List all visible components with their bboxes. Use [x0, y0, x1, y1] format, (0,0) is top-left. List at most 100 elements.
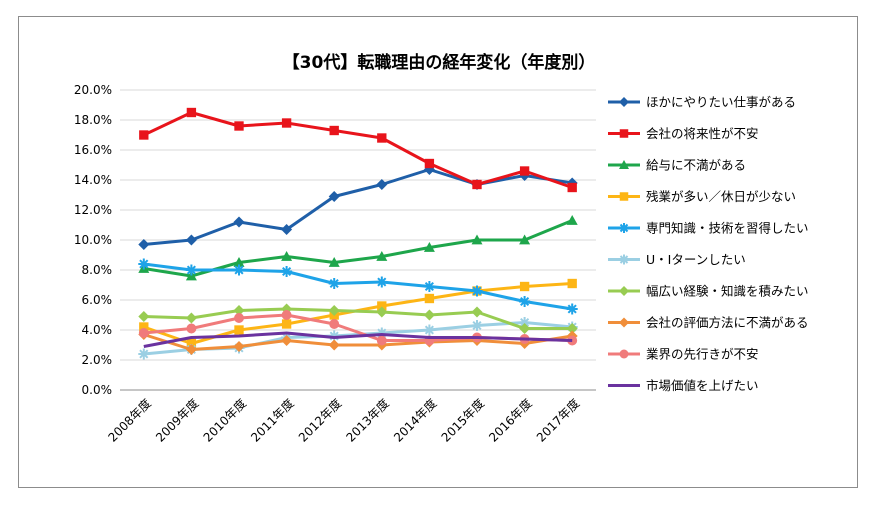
data-point	[234, 325, 244, 335]
data-point	[566, 303, 578, 315]
data-point	[619, 129, 629, 138]
data-point	[471, 234, 483, 245]
legend-item: 業界の先行きが不安	[608, 347, 759, 362]
legend-item: 会社の評価方法に不満がある	[608, 315, 809, 330]
legend-item: 会社の将来性が不安	[608, 126, 759, 141]
data-point	[328, 257, 340, 267]
data-point	[376, 251, 388, 261]
y-tick-label: 12.0%	[74, 203, 112, 217]
data-point	[138, 348, 150, 360]
y-tick-label: 14.0%	[74, 173, 112, 187]
data-point	[424, 158, 435, 169]
data-point	[471, 320, 483, 331]
data-point	[281, 266, 293, 277]
data-point	[423, 309, 435, 321]
data-point	[471, 306, 483, 318]
legend-item: ほかにやりたい仕事がある	[608, 95, 796, 110]
x-tick-label: 2008年度	[105, 396, 154, 445]
y-tick-label: 16.0%	[74, 143, 112, 157]
data-point	[281, 335, 293, 346]
series-line	[143, 262, 573, 311]
data-point	[377, 133, 387, 143]
data-point	[328, 339, 340, 351]
x-tick-label: 2015年度	[438, 396, 487, 445]
series-line	[143, 219, 573, 278]
data-point	[619, 97, 629, 107]
y-tick-label: 10.0%	[74, 233, 112, 247]
x-axis-ticks: 2008年度 2009年度 2010年度 2011年度 2012年度 2013年度 2014…	[105, 396, 583, 445]
data-point	[619, 160, 629, 169]
data-point	[423, 281, 435, 292]
x-tick-label: 2011年度	[248, 396, 297, 445]
data-point	[233, 264, 245, 276]
legend-item: 専門知識・技術を習得したい	[608, 221, 809, 236]
series-line	[143, 307, 573, 330]
y-tick-label: 6.0%	[82, 293, 113, 307]
legend-label: 市場価値を上げたい	[646, 378, 759, 393]
y-axis-ticks: 0.0% 2.0% 4.0% 6.0% 8.0% 10.0% 12.0% 14.0% 16.0%…	[74, 83, 112, 397]
data-point	[233, 216, 245, 228]
legend-label: 会社の将来性が不安	[646, 126, 759, 141]
data-point	[281, 251, 293, 261]
series-line	[143, 111, 573, 189]
data-point	[281, 118, 292, 128]
data-point	[472, 179, 482, 190]
data-point	[329, 125, 339, 136]
data-point	[567, 278, 577, 289]
legend-item: 市場価値を上げたい	[608, 378, 759, 393]
chart-title: 【30代】転職理由の経年変化（年度別）	[283, 52, 596, 73]
data-point	[186, 323, 197, 334]
x-tick-label: 2009年度	[152, 396, 201, 445]
data-point	[377, 301, 387, 311]
data-point	[185, 344, 197, 355]
x-tick-label: 2014年度	[390, 396, 439, 445]
data-point	[185, 312, 197, 324]
series-2	[139, 107, 577, 193]
legend: ほかにやりたい仕事がある会社の将来性が不安給与に不満がある残業が多い／休日が少な…	[608, 95, 809, 393]
data-point	[185, 264, 197, 276]
chart-frame	[18, 16, 858, 488]
data-point	[329, 319, 340, 329]
data-point	[619, 223, 629, 233]
legend-item: 残業が多い／休日が少ない	[608, 189, 796, 204]
data-point	[328, 305, 340, 316]
data-point	[376, 276, 388, 288]
data-point	[185, 234, 197, 246]
data-point	[281, 224, 293, 235]
x-tick-label: 2012年度	[295, 396, 344, 445]
series-line	[143, 331, 573, 348]
data-point	[424, 293, 435, 304]
data-point	[328, 191, 340, 202]
data-point	[566, 215, 578, 225]
legend-item: 給与に不満がある	[608, 158, 746, 173]
data-point	[423, 324, 435, 336]
series-group	[138, 107, 578, 360]
data-point	[233, 341, 245, 352]
data-point	[139, 130, 149, 140]
data-point	[281, 319, 292, 329]
legend-label: 業界の先行きが不安	[646, 347, 759, 362]
x-tick-label: 2017年度	[533, 396, 582, 445]
legend-label: 専門知識・技術を習得したい	[646, 221, 809, 236]
legend-label: ほかにやりたい仕事がある	[646, 95, 796, 110]
data-point	[566, 323, 578, 334]
data-point	[519, 317, 531, 328]
data-point	[376, 306, 388, 318]
series-5	[138, 258, 578, 315]
data-point	[619, 286, 629, 296]
x-tick-label: 2010年度	[200, 396, 249, 445]
data-point	[423, 242, 435, 252]
data-point	[519, 166, 530, 176]
series-line	[143, 168, 573, 246]
data-point	[233, 305, 245, 316]
data-point	[619, 192, 629, 201]
series-10	[143, 331, 573, 348]
x-tick-label: 2016年度	[486, 396, 535, 445]
data-point	[138, 258, 150, 270]
x-tick-label: 2013年度	[343, 396, 392, 445]
series-line	[143, 333, 573, 351]
legend-label: U・Iターンしたい	[646, 252, 746, 267]
data-point	[376, 179, 388, 190]
data-point	[328, 278, 340, 289]
